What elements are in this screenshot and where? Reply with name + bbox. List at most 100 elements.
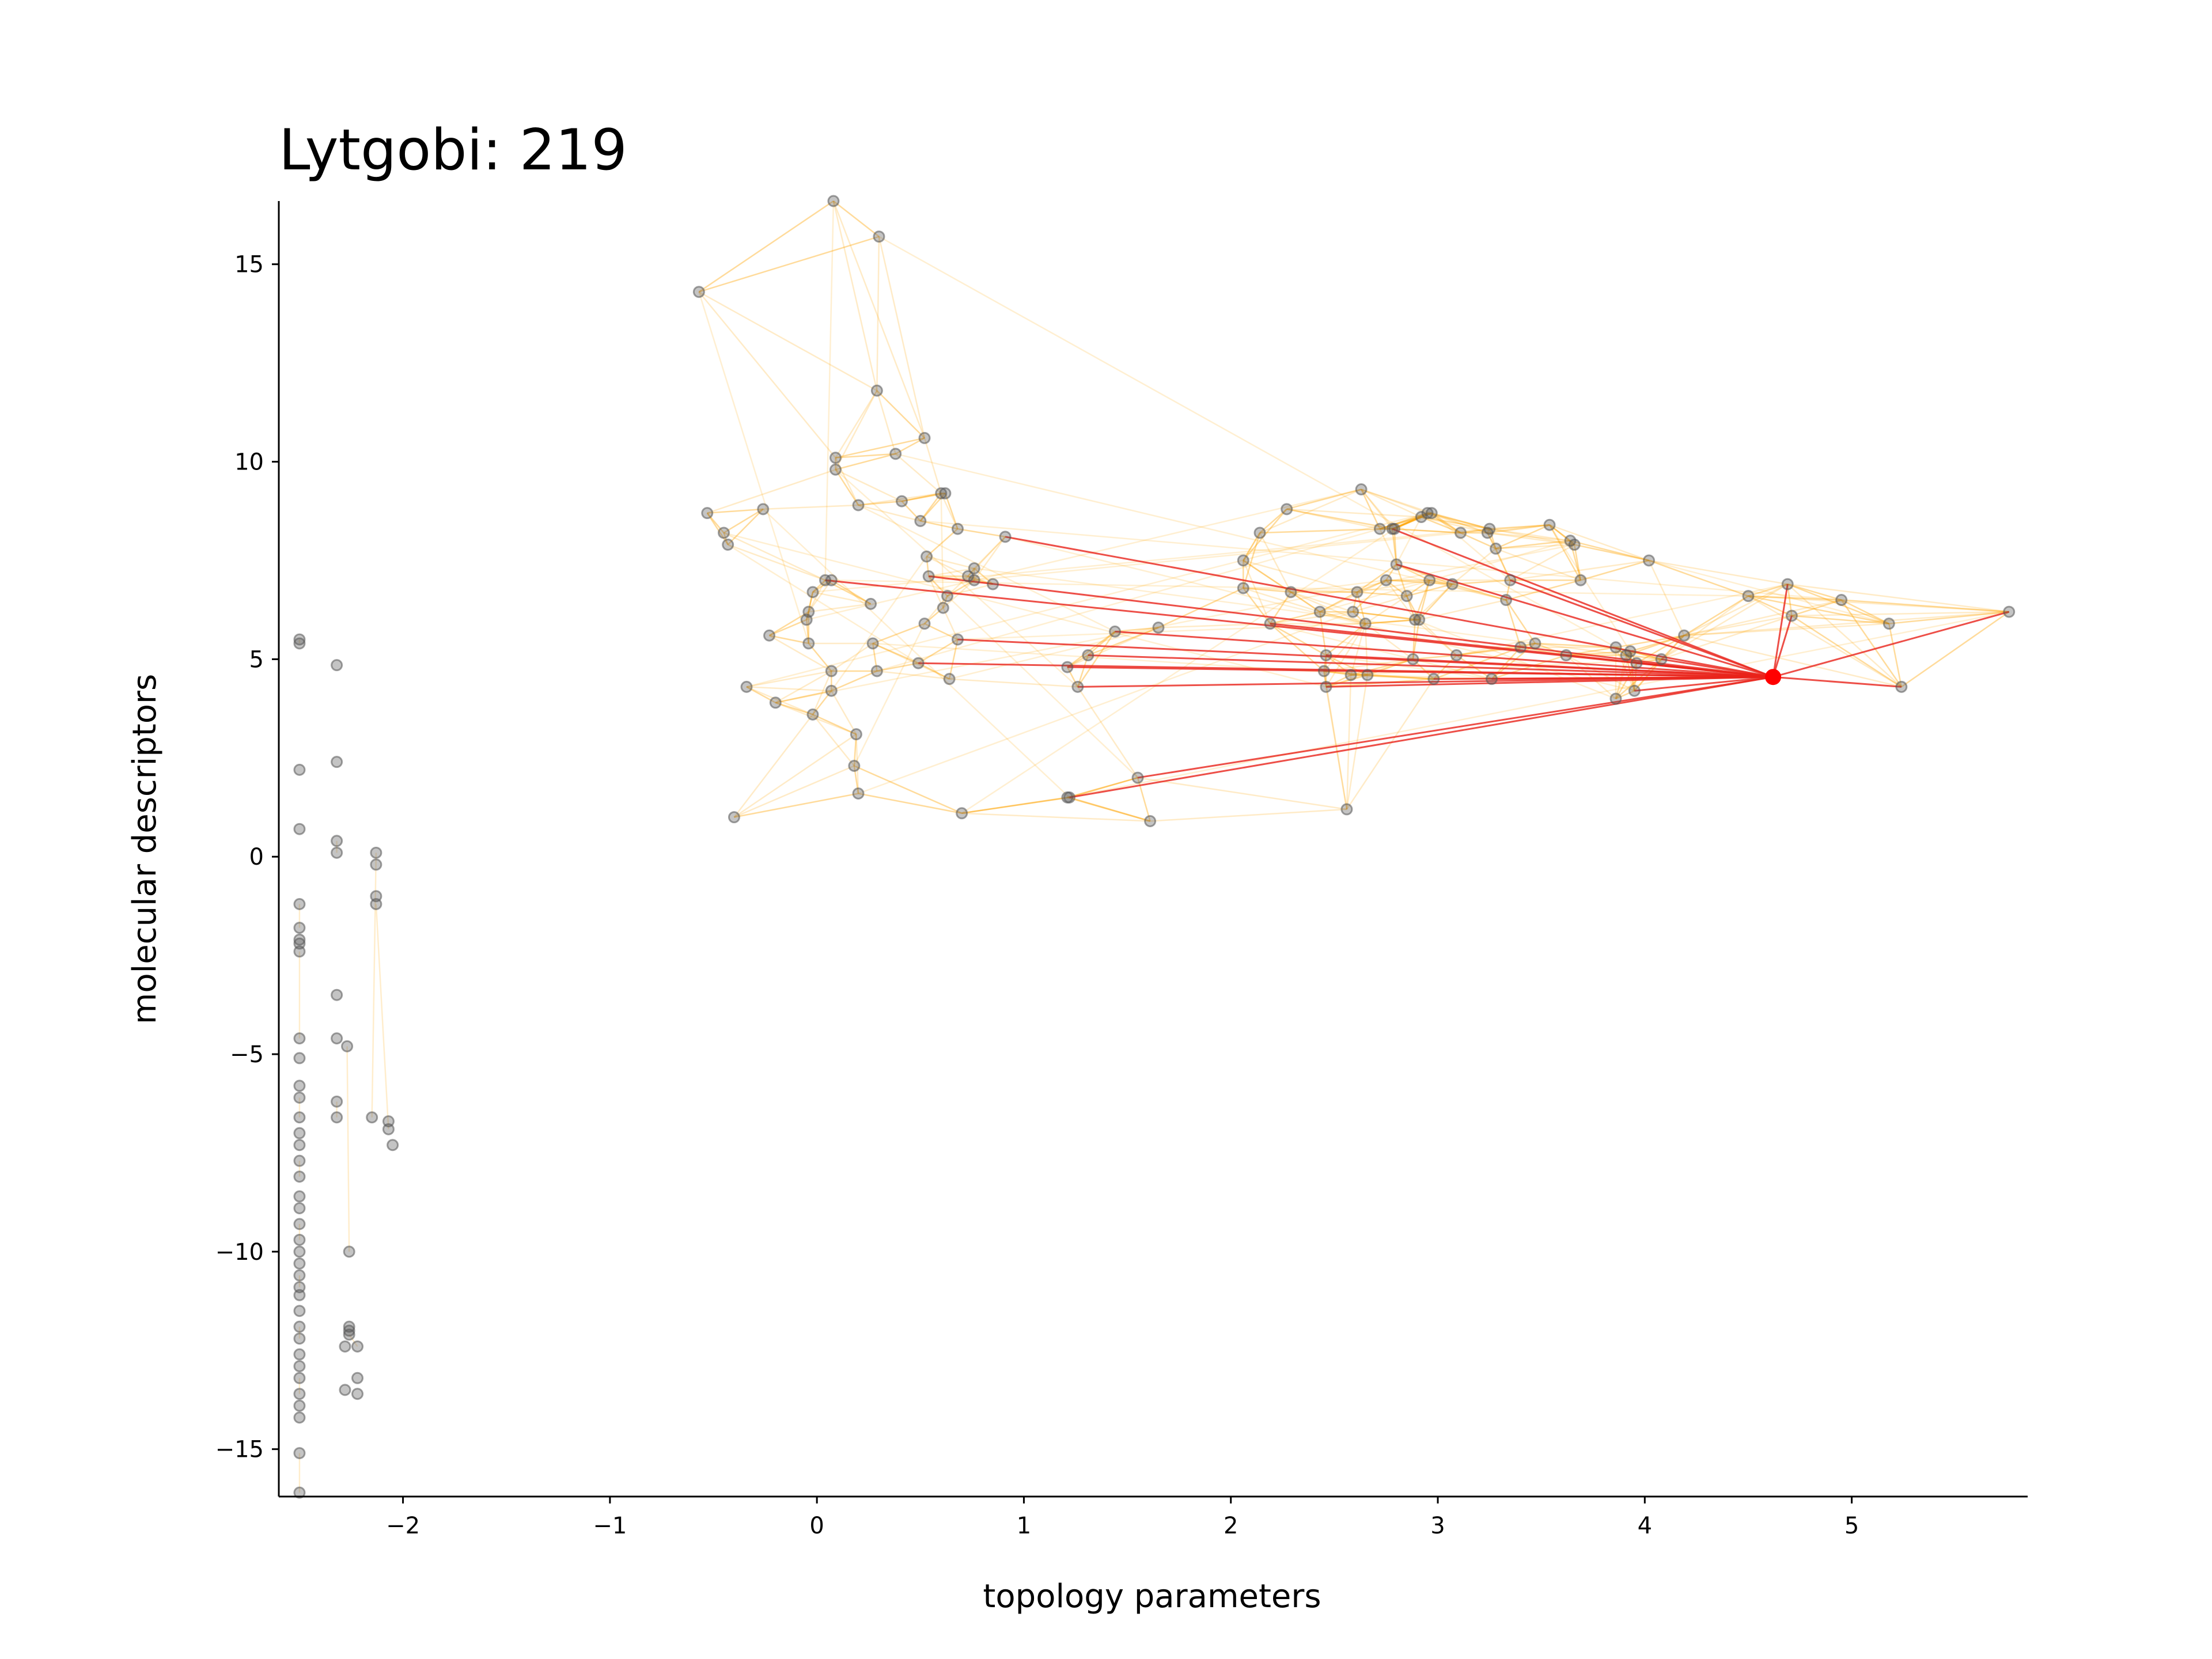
graph-edge bbox=[769, 635, 809, 645]
data-point bbox=[943, 673, 956, 685]
x-tick-label: 1 bbox=[1017, 1513, 1031, 1539]
graph-edge bbox=[1352, 579, 1387, 613]
highlight-edge bbox=[1636, 662, 1774, 678]
data-point bbox=[941, 590, 954, 603]
graph-edge bbox=[808, 592, 814, 612]
graph-edge bbox=[812, 579, 826, 593]
graph-edge bbox=[812, 579, 826, 593]
graph-edge bbox=[1323, 671, 1348, 810]
graph-edge bbox=[1360, 489, 1381, 529]
graph-edge bbox=[928, 567, 975, 577]
data-point bbox=[293, 1399, 306, 1412]
graph-edge bbox=[926, 555, 975, 569]
graph-edge bbox=[1243, 559, 1320, 613]
highlight-edge bbox=[1325, 654, 1774, 678]
graph-edge bbox=[1357, 591, 1407, 597]
data-point bbox=[968, 574, 980, 586]
graph-edge bbox=[1367, 674, 1434, 680]
graph-edge bbox=[833, 200, 880, 237]
graph-edge bbox=[918, 639, 959, 664]
graph-edge bbox=[1350, 658, 1414, 676]
data-point bbox=[1400, 590, 1413, 603]
graph-edge bbox=[1290, 591, 1366, 624]
graph-edge bbox=[1649, 559, 1749, 597]
graph-edge bbox=[873, 642, 1434, 680]
graph-edge bbox=[1574, 544, 1649, 562]
data-point bbox=[951, 633, 964, 646]
graph-edge bbox=[1748, 595, 1889, 624]
data-point bbox=[293, 1332, 306, 1345]
graph-edge bbox=[1684, 623, 1889, 637]
graph-edge bbox=[1069, 797, 1150, 822]
graph-edge bbox=[1367, 658, 1414, 676]
graph-edge bbox=[1357, 591, 1407, 597]
data-point bbox=[806, 586, 819, 599]
graph-edge bbox=[1487, 532, 1511, 581]
graph-edge bbox=[831, 690, 857, 735]
graph-edge bbox=[1489, 524, 1550, 530]
data-point bbox=[921, 550, 933, 563]
data-point bbox=[956, 807, 968, 820]
graph-edge bbox=[1510, 559, 1649, 581]
graph-edge bbox=[1505, 600, 1521, 648]
graph-edge bbox=[1506, 579, 1581, 601]
graph-edge bbox=[1787, 583, 1842, 601]
data-point bbox=[331, 1095, 343, 1108]
data-point bbox=[293, 1080, 306, 1092]
graph-edge bbox=[812, 591, 871, 605]
y-tick-label: 10 bbox=[234, 449, 264, 476]
graph-edge bbox=[723, 508, 764, 534]
highlight-edge bbox=[1088, 654, 1774, 678]
graph-edge bbox=[1684, 583, 1788, 637]
data-point bbox=[1082, 649, 1094, 662]
data-point bbox=[293, 1289, 306, 1301]
graph-edge bbox=[1452, 583, 1506, 601]
data-point bbox=[829, 463, 842, 476]
graph-edge bbox=[967, 575, 975, 581]
graph-edge bbox=[1841, 599, 1889, 624]
graph-edge bbox=[1357, 563, 1397, 593]
graph-edge bbox=[1791, 599, 1842, 617]
graph-edge bbox=[1414, 579, 1430, 620]
graph-edge bbox=[698, 200, 834, 293]
graph-edge bbox=[1495, 524, 1550, 550]
graph-edge bbox=[1505, 600, 1521, 648]
data-point bbox=[1835, 594, 1848, 607]
graph-edge bbox=[876, 236, 880, 391]
graph-edge bbox=[831, 642, 873, 672]
graph-edge bbox=[1615, 690, 1635, 700]
graph-edge bbox=[1406, 596, 1416, 620]
graph-edge bbox=[1452, 583, 1506, 601]
data-point bbox=[370, 897, 382, 910]
data-point bbox=[2003, 605, 2016, 618]
graph-edge bbox=[1460, 524, 1550, 534]
data-point bbox=[1253, 527, 1266, 539]
graph-edge bbox=[926, 528, 959, 558]
data-point bbox=[351, 1340, 364, 1353]
graph-edge bbox=[1115, 627, 1159, 632]
graph-edge bbox=[1346, 678, 1434, 810]
graph-edge bbox=[1649, 559, 1889, 624]
data-point bbox=[939, 487, 952, 499]
graph-edge bbox=[1495, 544, 1575, 550]
graph-edge bbox=[808, 592, 814, 612]
graph-edge bbox=[924, 607, 944, 624]
data-point bbox=[331, 756, 343, 768]
data-point bbox=[873, 230, 885, 243]
graph-edge bbox=[1243, 587, 1320, 613]
highlight-edge bbox=[1772, 615, 1793, 677]
data-point bbox=[802, 637, 815, 650]
x-tick-label: −1 bbox=[593, 1513, 627, 1539]
data-point bbox=[1421, 507, 1434, 520]
x-tick-label: −2 bbox=[386, 1513, 420, 1539]
data-point bbox=[293, 1202, 306, 1214]
data-point bbox=[918, 618, 931, 630]
x-tick-label: 3 bbox=[1430, 1513, 1445, 1539]
graph-edge bbox=[854, 765, 963, 814]
graph-edge bbox=[1319, 591, 1358, 613]
graph-edge bbox=[1396, 563, 1430, 581]
graph-edge bbox=[1549, 524, 1649, 562]
graph-edge bbox=[1243, 588, 1271, 624]
data-point bbox=[1785, 609, 1798, 622]
graph-edge bbox=[1684, 599, 1842, 637]
